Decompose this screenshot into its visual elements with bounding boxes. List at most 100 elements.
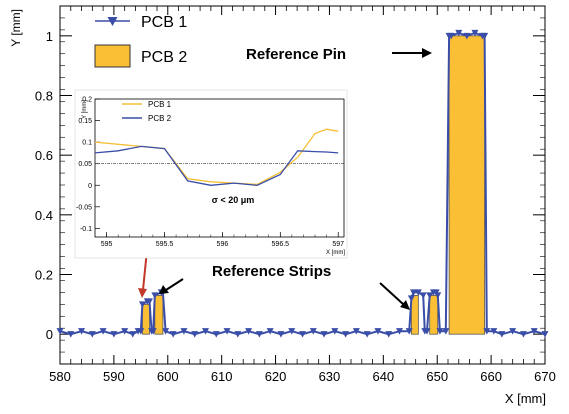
inset-y-tick-label: 0.15: [78, 118, 92, 125]
y-tick-label: 0.6: [35, 148, 53, 163]
pcb1-marker: [309, 328, 317, 335]
reference-strips-label: Reference Strips: [212, 263, 331, 280]
pcb1-marker: [180, 328, 188, 335]
inset-legend-pcb1-label: PCB 1: [148, 100, 172, 109]
pcb1-marker: [463, 32, 471, 40]
pcb1-marker: [138, 301, 146, 308]
pcb1-marker: [426, 292, 434, 299]
pcb1-marker: [56, 328, 64, 335]
pcb1-marker: [541, 331, 549, 338]
pcb1-marker: [255, 331, 263, 338]
x-tick-label: 600: [157, 369, 179, 384]
y-axis-label: Y [mm]: [9, 9, 23, 47]
pcb1-marker: [352, 328, 360, 335]
y-tick-label: 1: [46, 29, 53, 44]
reference-pin-label: Reference Pin: [246, 46, 346, 63]
pcb1-marker: [245, 328, 253, 335]
pcb1-marker: [414, 289, 422, 296]
inset-pointer-arrowhead-icon: [138, 288, 147, 298]
main-legend: PCB 1 PCB 2: [94, 14, 187, 68]
inset-y-tick-label: 0: [88, 183, 92, 190]
reference-pin-arrowhead-icon: [422, 48, 432, 58]
y-tick-label: 0.4: [35, 208, 53, 223]
pcb1-marker: [137, 328, 145, 335]
pcb1-marker: [374, 328, 382, 335]
pcb1-marker: [67, 331, 75, 338]
pcb1-marker: [234, 331, 242, 338]
inset-x-axis-label: X [mm]: [326, 250, 345, 256]
x-tick-label: 660: [480, 369, 502, 384]
main-plot: 580 590 600 610 620 630 640 650 660 670 0 0.2 0.4 0.…: [9, 5, 556, 406]
y-tick-label: 0.2: [35, 268, 53, 283]
inset-x-tick-label: 597: [332, 241, 344, 248]
pcb1-marker: [299, 331, 306, 338]
y-tick-label: 0.8: [35, 89, 53, 104]
x-tick-label: 590: [103, 369, 125, 384]
inset-pcb2-line: [94, 145, 339, 186]
reference-pin-annotation: Reference Pin: [246, 46, 432, 63]
pcb1-marker: [202, 328, 209, 335]
pcb1-marker: [145, 298, 153, 305]
inset-series: [94, 128, 339, 186]
pcb1-marker: [405, 328, 413, 335]
pcb1-marker: [530, 328, 538, 335]
x-tick-label: 670: [534, 369, 556, 384]
inset-y-tick-label: 0.2: [82, 97, 92, 104]
pcb1-marker: [455, 29, 463, 37]
pcb1-marker: [419, 292, 427, 299]
pcb1-marker: [121, 328, 129, 335]
pcb1-marker: [99, 328, 107, 335]
inset-y-tick-label: -0.05: [76, 204, 92, 211]
pcb1-marker: [162, 328, 170, 335]
inset-sigma-annotation: σ < 20 μm: [212, 195, 254, 205]
pcb1-marker: [110, 331, 118, 338]
inset-y-tick-label: -0.1: [80, 226, 92, 233]
reference-strips-arrow-left: [165, 278, 184, 291]
pcb1-marker: [342, 331, 350, 338]
x-tick-label: 610: [211, 369, 233, 384]
pcb1-marker: [129, 331, 137, 338]
reference-strips-arrowhead-left-icon: [159, 285, 169, 294]
pcb1-marker: [407, 295, 415, 302]
legend-pcb2-swatch: [94, 44, 131, 68]
legend-pcb1-marker-icon: [107, 17, 118, 26]
pcb1-marker: [149, 328, 157, 335]
inset-y-tick-label: 0.05: [78, 161, 92, 168]
pcb1-marker: [442, 328, 450, 335]
pcb1-marker: [277, 331, 285, 338]
x-axis-ticks: 580 590 600 610 620 630 640 650 660 670: [49, 6, 556, 384]
pcb2-area-segment: [410, 294, 419, 335]
inset-x-tick-label: 595.5: [156, 241, 174, 248]
pcb1-marker: [88, 331, 96, 338]
inset-background: [74, 89, 348, 259]
y-axis-ticks: 0 0.2 0.4 0.6 0.8 1: [35, 5, 545, 365]
legend-pcb2-label: PCB 2: [141, 49, 187, 66]
pcb1-marker: [212, 331, 220, 338]
x-tick-label: 580: [49, 369, 71, 384]
reference-strips-arrowhead-right-icon: [400, 300, 410, 310]
pcb1-marker: [151, 292, 159, 299]
inset-x-tick-label: 595: [101, 241, 113, 248]
pcb1-marker: [436, 328, 444, 335]
pcb1-marker: [519, 331, 527, 338]
pcb1-marker: [223, 328, 231, 335]
inset-x-tick-label: 596: [217, 241, 229, 248]
pcb1-marker: [434, 292, 442, 299]
inset-y-axis-ticks: -0.1 -0.05 0 0.05 0.1 0.15 0.2: [76, 97, 100, 233]
pcb1-marker: [498, 331, 506, 338]
pcb1-marker: [447, 32, 455, 40]
pcb1-marker: [78, 328, 86, 335]
inset-y-axis-label: Y [mm]: [82, 100, 88, 119]
pcb1-marker: [410, 289, 418, 296]
pcb1-marker: [363, 331, 371, 338]
x-tick-label: 640: [372, 369, 394, 384]
y-tick-label: 0: [46, 327, 53, 342]
pcb1-marker: [288, 328, 296, 335]
pcb1-marker: [490, 328, 498, 335]
pcb1-marker: [423, 328, 431, 335]
x-tick-label: 620: [265, 369, 287, 384]
pcb1-marker: [266, 328, 274, 335]
x-tick-label: 630: [319, 369, 341, 384]
inset-plot-frame: [94, 98, 345, 238]
pcb1-marker: [169, 331, 177, 338]
